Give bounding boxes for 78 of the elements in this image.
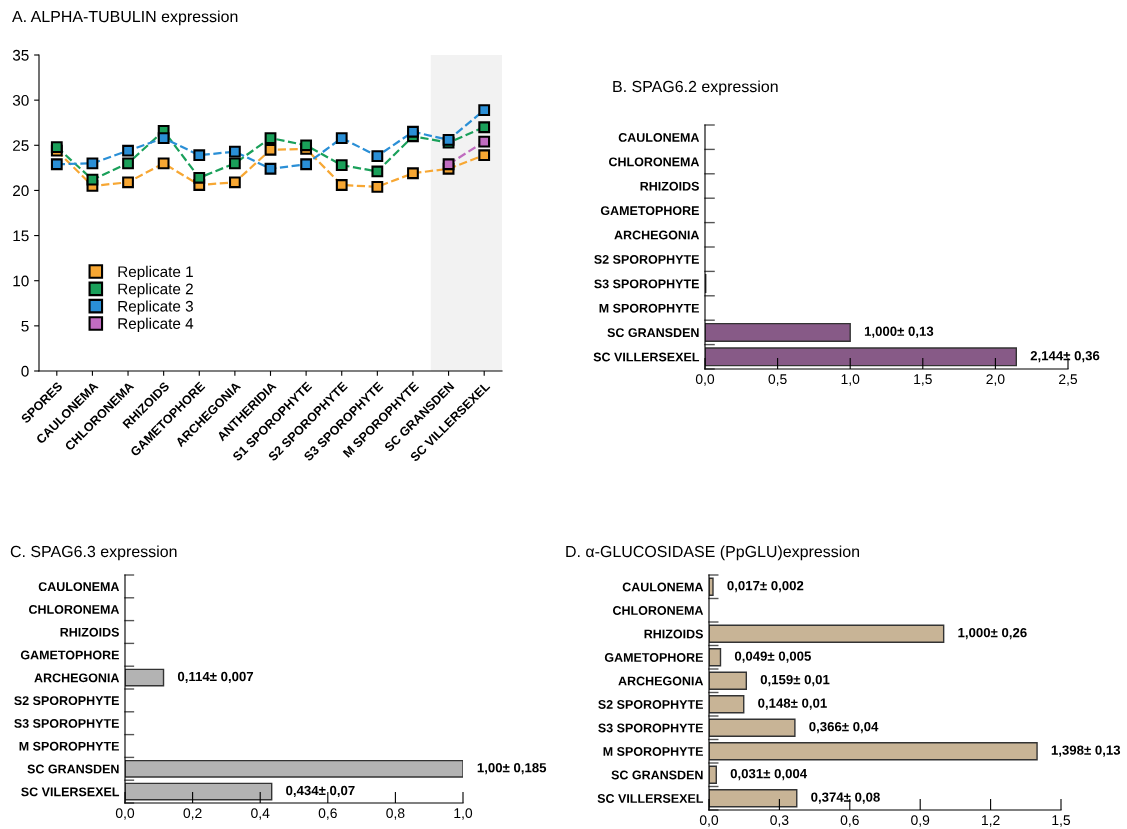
data-label: 0,148± 0,01 [758, 698, 827, 710]
data-label: 0,434± 0,07 [286, 785, 355, 798]
y-tick-label: SC GRANSDEN [27, 764, 119, 774]
y-tick-label: M SPOROPHYTE [603, 747, 703, 756]
legend-label: Replicate 4 [118, 317, 194, 332]
data-label: 2,144± 0,36 [1030, 351, 1100, 363]
x-tick-label: 0,0 [699, 815, 719, 827]
x-tick-label: 1,2 [982, 815, 1000, 827]
y-tick-label: ARCHEGONIA [34, 673, 120, 683]
y-tick-label: S2 SPOROPHYTE [598, 700, 703, 709]
y-tick-label: SC GRANSDEN [607, 328, 699, 338]
x-tick-label: 0,6 [318, 808, 337, 820]
x-tick-label: 0,0 [695, 374, 715, 386]
x-tick-label: 0,3 [770, 815, 789, 827]
x-tick-label: 0,5 [768, 374, 787, 386]
y-tick-label: CAULONEMA [618, 133, 700, 142]
y-tick-label: RHIZOIDS [640, 181, 699, 191]
y-tick-label: CAULONEMA [38, 582, 120, 592]
y-tick-label: GAMETOPHORE [20, 650, 119, 660]
data-label: 0,366± 0,04 [809, 721, 879, 734]
y-tick-label: 0 [21, 365, 29, 377]
data-label: 1,000± 0,13 [864, 326, 934, 338]
data-label: 0,017± 0,002 [727, 580, 804, 593]
y-tick-label: SC VILLERSEXEL [597, 794, 704, 803]
y-tick-label: S3 SPOROPHYTE [14, 719, 119, 728]
data-label: 0,031± 0,004 [730, 768, 808, 781]
y-tick-label: 30 [12, 95, 29, 106]
y-tick-label: 20 [13, 185, 29, 197]
x-tick-label: 0,4 [251, 808, 270, 820]
x-tick-label: 0,2 [183, 808, 202, 820]
y-tick-label: ARCHEGONIA [614, 230, 700, 240]
data-label: 1,00± 0,185 [477, 763, 547, 775]
chart-title: B. SPAG6.2 expression [613, 80, 778, 96]
x-tick-label: 0,0 [115, 808, 135, 820]
y-tick-label: SC GRANSDEN [611, 770, 703, 780]
y-tick-label: RHIZOIDS [60, 627, 119, 637]
y-tick-label: ARCHEGONIA [618, 676, 704, 686]
y-tick-label: 25 [13, 140, 29, 151]
y-tick-label: S2 SPOROPHYTE [594, 255, 699, 264]
x-tick-label: 0,6 [840, 815, 859, 827]
data-label: 0,114± 0,007 [177, 671, 254, 684]
x-tick-label: 1,5 [1052, 815, 1071, 827]
y-tick-label: 10 [13, 275, 29, 287]
y-tick-label: M SPOROPHYTE [19, 741, 119, 751]
y-tick-label: SC VILLERSEXEL [593, 352, 700, 362]
y-tick-label: M SPOROPHYTE [599, 303, 699, 313]
y-tick-label: CHLORONEMA [608, 157, 700, 167]
data-label: 1,398± 0,13 [1051, 745, 1121, 757]
data-label: 0,049± 0,005 [734, 651, 811, 663]
x-tick-label: 2,0 [986, 374, 1005, 386]
data-label: 0,374± 0,08 [811, 792, 880, 804]
x-tick-label: 0,9 [911, 815, 930, 827]
y-tick-label: 5 [21, 320, 29, 332]
legend-label: Replicate 1 [118, 265, 193, 281]
y-tick-label: SC VILERSEXEL [21, 787, 120, 797]
y-tick-label: S2 SPOROPHYTE [14, 696, 119, 706]
y-tick-label: GAMETOPHORE [604, 653, 703, 662]
legend-label: Replicate 3 [118, 300, 193, 315]
x-tick-label: 1,0 [841, 374, 860, 386]
x-tick-label: 2,5 [1059, 374, 1078, 386]
data-label: 0,159± 0,01 [760, 674, 830, 687]
x-tick-label: 0,8 [386, 808, 405, 820]
y-tick-label: CHLORONEMA [612, 606, 704, 615]
x-tick-label: 1,0 [454, 808, 473, 820]
legend-label: Replicate 2 [118, 283, 193, 298]
y-tick-label: 15 [13, 230, 29, 242]
data-label: 1,000± 0,26 [958, 627, 1027, 640]
chart-title: D. α-GLUCOSIDASE (PpGLU)expression [566, 545, 859, 561]
y-tick-label: 35 [12, 49, 29, 61]
y-tick-label: CAULONEMA [622, 582, 704, 592]
x-tick-label: 1,5 [914, 374, 932, 386]
chart-title: A. ALPHA-TUBULIN expression [12, 10, 238, 26]
y-tick-label: CHLORONEMA [28, 605, 120, 614]
y-tick-label: RHIZOIDS [644, 629, 703, 639]
chart-title: C. SPAG6.3 expression [10, 545, 177, 561]
y-tick-label: S3 SPOROPHYTE [594, 279, 699, 289]
y-tick-label: GAMETOPHORE [600, 206, 699, 216]
y-tick-label: S3 SPOROPHYTE [598, 723, 703, 733]
